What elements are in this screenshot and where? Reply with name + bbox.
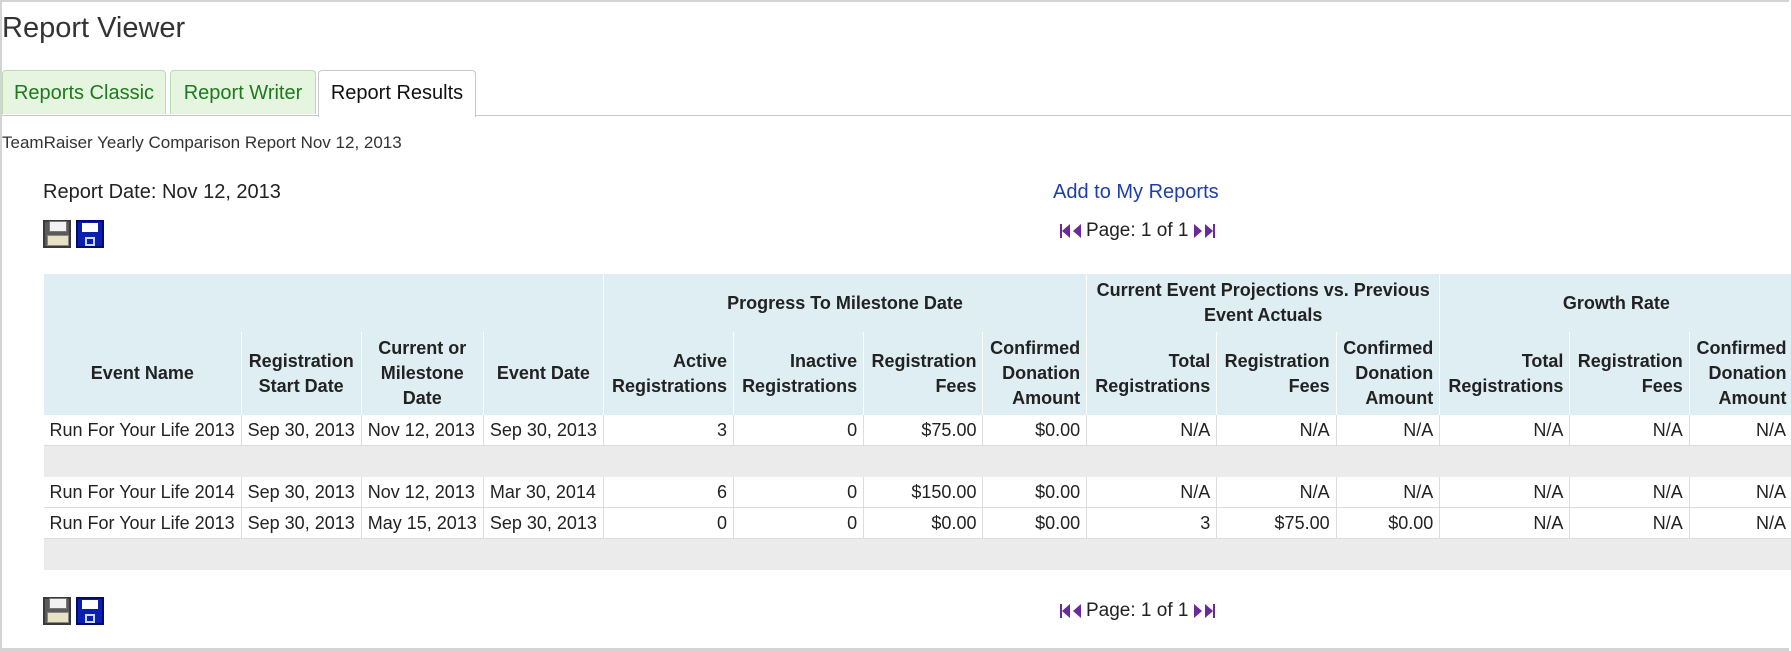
prev-page-icon[interactable] [1072, 603, 1082, 619]
table-cell: Mar 30, 2014 [483, 477, 603, 508]
add-to-my-reports-link[interactable]: Add to My Reports [1053, 181, 1219, 204]
table-cell: N/A [1570, 508, 1689, 539]
last-page-icon[interactable] [1205, 223, 1215, 239]
table-cell: N/A [1440, 477, 1570, 508]
top-toolbar [43, 220, 104, 250]
table-cell: $75.00 [864, 415, 983, 446]
table-cell: Sep 30, 2013 [241, 477, 361, 508]
table-cell: N/A [1440, 508, 1570, 539]
table-cell: 6 [603, 477, 733, 508]
table-cell: May 15, 2013 [361, 508, 483, 539]
table-cell: N/A [1336, 415, 1440, 446]
separator-cell [44, 539, 1791, 570]
col-projection-fees[interactable]: Registration Fees [1217, 332, 1336, 415]
table-cell: Run For Your Life 2013 [44, 508, 242, 539]
group-separator-row [44, 446, 1791, 477]
table-cell: 0 [603, 508, 733, 539]
col-event-name[interactable]: Event Name [44, 332, 242, 415]
separator-cell [44, 446, 1791, 477]
table-cell: $0.00 [864, 508, 983, 539]
group-projections: Current Event Projections vs. Previous E… [1087, 274, 1440, 332]
table-cell: $0.00 [983, 415, 1087, 446]
col-growth-fees[interactable]: Registration Fees [1570, 332, 1689, 415]
prev-page-icon[interactable] [1072, 223, 1082, 239]
page-indicator: Page: 1 of 1 [1086, 220, 1188, 242]
table-cell: N/A [1689, 508, 1791, 539]
group-separator-row [44, 539, 1791, 570]
page-indicator: Page: 1 of 1 [1086, 600, 1188, 622]
col-growth-total[interactable]: Total Registrations [1440, 332, 1570, 415]
table-cell: N/A [1336, 477, 1440, 508]
col-active-registrations[interactable]: Active Registrations [603, 332, 733, 415]
save-icon[interactable] [76, 597, 104, 625]
table-cell: Nov 12, 2013 [361, 415, 483, 446]
table-cell: N/A [1440, 415, 1570, 446]
table-cell: N/A [1570, 477, 1689, 508]
table-cell: N/A [1689, 477, 1791, 508]
top-pager: Page: 1 of 1 [1060, 220, 1215, 242]
first-page-icon[interactable] [1060, 223, 1070, 239]
save-icon[interactable] [76, 220, 104, 248]
col-event-date[interactable]: Event Date [483, 332, 603, 415]
table-cell: N/A [1087, 415, 1217, 446]
table-cell: $0.00 [983, 477, 1087, 508]
table-cell: N/A [1689, 415, 1791, 446]
tab-report-writer[interactable]: Report Writer [170, 70, 316, 114]
table-cell: Sep 30, 2013 [483, 508, 603, 539]
table-cell: Nov 12, 2013 [361, 477, 483, 508]
col-confirmed-donation[interactable]: Confirmed Donation Amount [983, 332, 1087, 415]
tab-divider [2, 115, 1791, 116]
header-spacer [44, 274, 604, 332]
report-date: Report Date: Nov 12, 2013 [43, 181, 281, 204]
table-cell: 0 [734, 508, 864, 539]
table-cell: Sep 30, 2013 [241, 508, 361, 539]
table-cell: 3 [603, 415, 733, 446]
bottom-toolbar [43, 597, 104, 627]
table-cell: N/A [1570, 415, 1689, 446]
table-cell: Run For Your Life 2014 [44, 477, 242, 508]
table-cell: Sep 30, 2013 [241, 415, 361, 446]
table-cell: Run For Your Life 2013 [44, 415, 242, 446]
table-cell: $75.00 [1217, 508, 1336, 539]
table-cell: $0.00 [983, 508, 1087, 539]
group-progress: Progress To Milestone Date [603, 274, 1086, 332]
page-title: Report Viewer [2, 12, 185, 45]
table-cell: N/A [1217, 415, 1336, 446]
col-growth-donation[interactable]: Confirmed Donation Amount [1689, 332, 1791, 415]
report-table: Progress To Milestone Date Current Event… [43, 274, 1791, 570]
bottom-pager: Page: 1 of 1 [1060, 600, 1215, 622]
col-projection-total[interactable]: Total Registrations [1087, 332, 1217, 415]
print-icon[interactable] [43, 597, 71, 625]
next-page-icon[interactable] [1193, 223, 1203, 239]
report-heading: TeamRaiser Yearly Comparison Report Nov … [2, 133, 402, 153]
table-cell: $0.00 [1336, 508, 1440, 539]
table-cell: 3 [1087, 508, 1217, 539]
tab-report-results[interactable]: Report Results [318, 70, 476, 117]
table-cell: $150.00 [864, 477, 983, 508]
next-page-icon[interactable] [1193, 603, 1203, 619]
table-cell: 0 [734, 477, 864, 508]
last-page-icon[interactable] [1205, 603, 1215, 619]
col-registration-start[interactable]: Registration Start Date [241, 332, 361, 415]
tab-reports-classic[interactable]: Reports Classic [2, 70, 166, 114]
table-cell: N/A [1217, 477, 1336, 508]
col-inactive-registrations[interactable]: Inactive Registrations [734, 332, 864, 415]
group-growth: Growth Rate [1440, 274, 1791, 332]
table-cell: N/A [1087, 477, 1217, 508]
col-registration-fees[interactable]: Registration Fees [864, 332, 983, 415]
col-projection-donation[interactable]: Confirmed Donation Amount [1336, 332, 1440, 415]
print-icon[interactable] [43, 220, 71, 248]
col-milestone-date[interactable]: Current or Milestone Date [361, 332, 483, 415]
table-cell: 0 [734, 415, 864, 446]
table-cell: Sep 30, 2013 [483, 415, 603, 446]
first-page-icon[interactable] [1060, 603, 1070, 619]
